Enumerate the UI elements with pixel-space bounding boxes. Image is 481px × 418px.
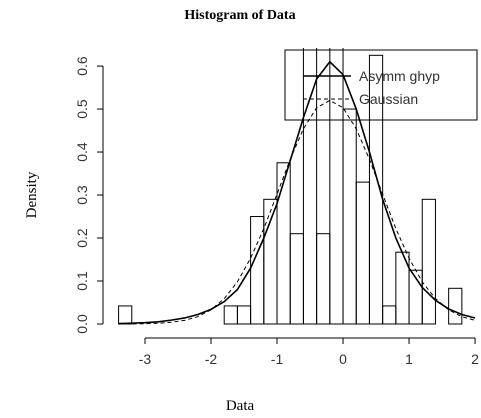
y-tick-label: 0.6: [74, 56, 90, 76]
density-line: [118, 60, 476, 325]
histogram-bar: [421, 198, 436, 325]
y-tick-label: 0.3: [74, 185, 90, 205]
histogram-bar: [263, 198, 278, 325]
histogram-bar: [382, 305, 397, 325]
histogram-bar: [448, 287, 463, 325]
histogram-bar: [368, 54, 384, 325]
density-line: [118, 99, 476, 325]
histogram-bar: [250, 216, 265, 325]
x-tick-label: 0: [339, 351, 347, 367]
histogram-bar: [276, 162, 291, 325]
histogram-bar: [302, 48, 318, 325]
y-tick-label: 0.0: [74, 314, 90, 334]
histogram-bar: [329, 48, 344, 325]
plot-area: [118, 48, 476, 325]
histogram-bar: [316, 233, 331, 325]
x-tick-label: -3: [139, 351, 152, 367]
x-tick-label: -1: [271, 351, 284, 367]
x-axis-label: Data: [226, 398, 255, 414]
y-tick-label: 0.4: [74, 142, 90, 162]
legend-label: Asymm ghyp: [359, 68, 440, 84]
chart-title: Histogram of Data: [184, 8, 295, 23]
x-tick-label: 2: [471, 351, 479, 367]
y-tick-label: 0.1: [74, 271, 90, 291]
histogram-bar: [355, 181, 370, 325]
histogram-bar: [289, 233, 304, 325]
y-tick-label: 0.5: [74, 99, 90, 119]
legend-box: [284, 49, 478, 121]
histogram-bar: [223, 305, 238, 325]
x-tick-label: -2: [205, 351, 218, 367]
y-tick-label: 0.2: [74, 228, 90, 248]
histogram-bar: [342, 108, 357, 325]
histogram-bar: [118, 305, 133, 325]
histogram-bar: [236, 305, 252, 325]
x-tick-label: 1: [405, 351, 413, 367]
y-axis-label: Density: [24, 171, 40, 218]
legend-label: Gaussian: [359, 91, 418, 107]
